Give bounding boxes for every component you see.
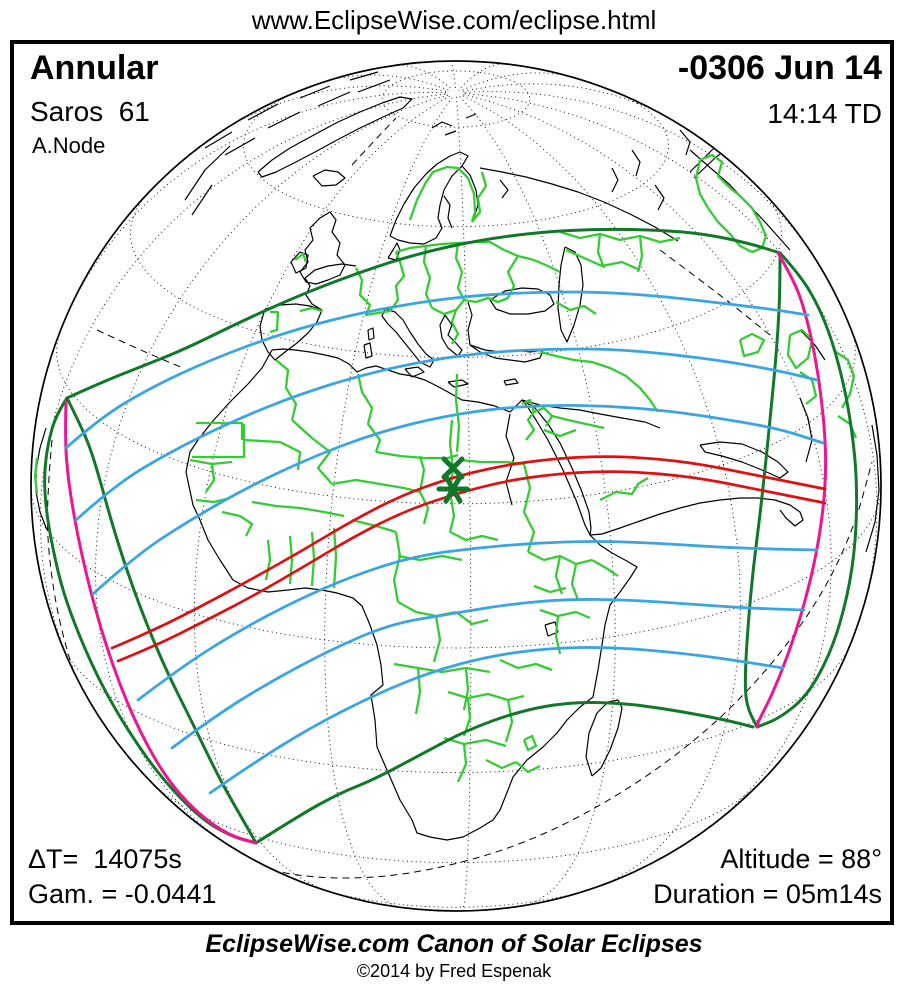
eclipse-time: 14:14 TD bbox=[767, 98, 882, 129]
greatest-eclipse-markers bbox=[436, 456, 470, 504]
footer-title: EclipseWise.com Canon of Solar Eclipses bbox=[205, 930, 703, 958]
magnitude-contour-lines bbox=[64, 290, 825, 795]
node-label: A.Node bbox=[32, 133, 106, 158]
country-borders bbox=[33, 153, 879, 783]
gamma-value: Gam. = -0.0441 bbox=[28, 879, 217, 909]
duration-value: Duration = 05m14s bbox=[653, 879, 882, 909]
penumbra-limit-lines bbox=[43, 227, 859, 845]
altitude-value: Altitude = 88° bbox=[720, 844, 882, 874]
plate-frame bbox=[10, 40, 894, 925]
annular-path-limit-lines bbox=[110, 455, 827, 663]
footer-copyright: ©2014 by Fred Espenak bbox=[356, 961, 552, 981]
delta-t-value: ΔT= 14075s bbox=[28, 844, 182, 874]
eclipse-type-label: Annular bbox=[30, 49, 159, 87]
eclipse-date: -0306 Jun 14 bbox=[677, 49, 882, 87]
page-url: www.EclipseWise.com/eclipse.html bbox=[251, 5, 657, 35]
saros-label: Saros 61 bbox=[30, 96, 150, 127]
sunrise-sunset-curves bbox=[64, 251, 828, 845]
coastlines bbox=[35, 71, 880, 841]
